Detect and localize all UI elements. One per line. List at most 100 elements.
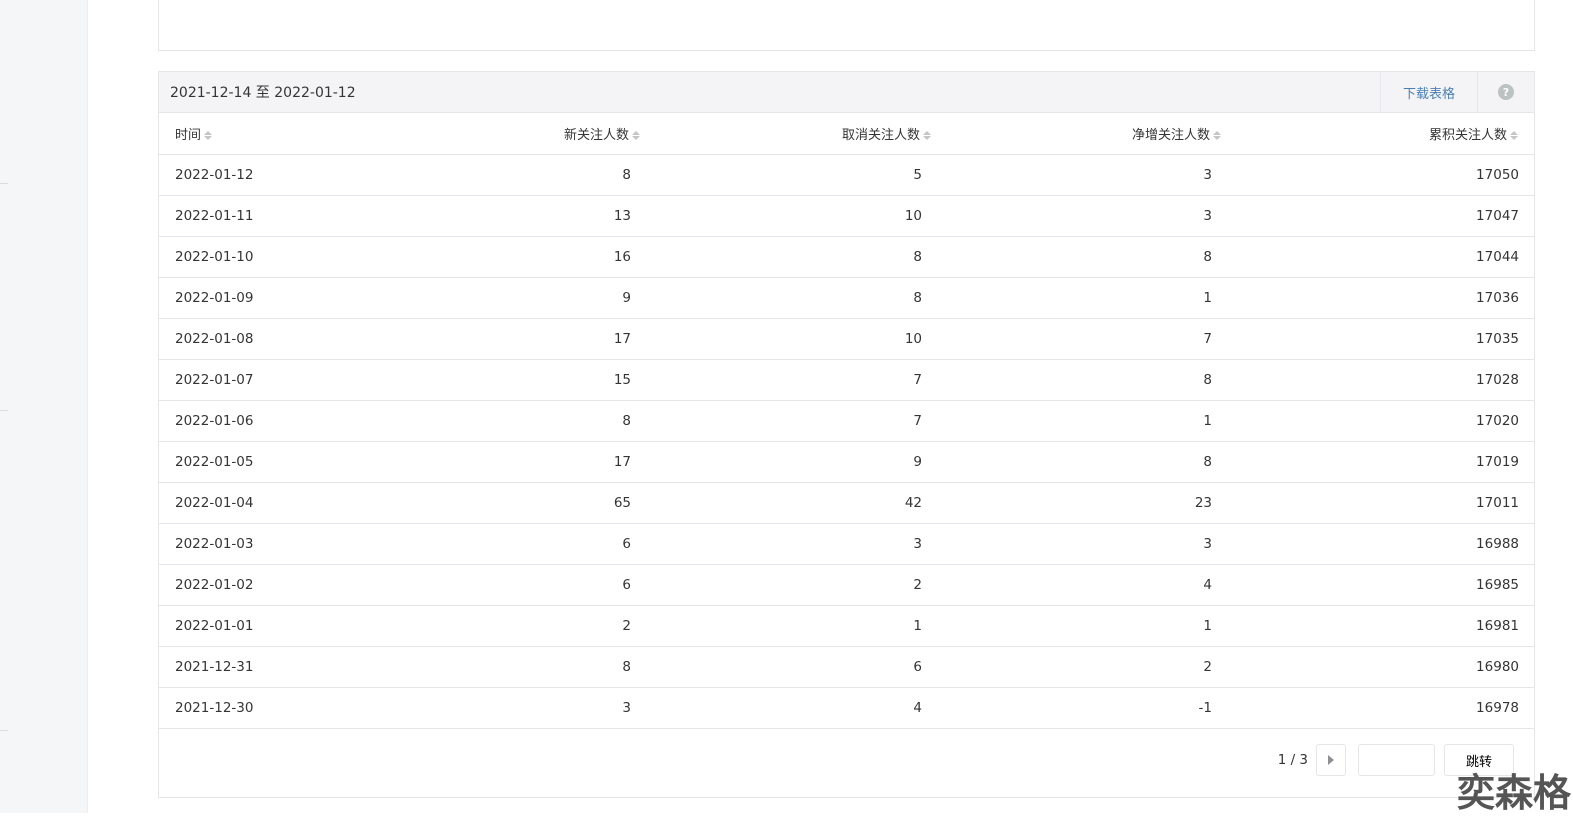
sort-icon[interactable]: [923, 130, 932, 141]
table-cell: 7: [938, 318, 1228, 360]
table-header-row: 时间 新关注人数 取消关注人数 净增关注人数 累积关注人数: [159, 113, 1534, 155]
table-row: 2022-01-02 6 2 4 16985: [159, 564, 1534, 606]
divider: [0, 410, 8, 411]
table-cell: 1: [938, 605, 1228, 647]
table-row: 2021-12-31 8 6 2 16980: [159, 646, 1534, 688]
table-cell: 13: [419, 195, 647, 237]
table-row: 2022-01-09 9 8 1 17036: [159, 277, 1534, 319]
column-header[interactable]: 累积关注人数: [1228, 113, 1534, 155]
table-panel-header: 2021-12-14 至 2022-01-12 下载表格 ?: [159, 72, 1534, 113]
table-cell: 2022-01-01: [159, 605, 419, 647]
table-cell: 2021-12-30: [159, 687, 419, 729]
table-cell: 3: [419, 687, 647, 729]
table-cell: 2022-01-06: [159, 400, 419, 442]
table-cell: 17050: [1228, 154, 1534, 196]
table-row: 2022-01-03 6 3 3 16988: [159, 523, 1534, 565]
pagination-bar: 1 / 3 跳转: [159, 725, 1534, 797]
table-cell: 8: [938, 441, 1228, 483]
table-cell: 16985: [1228, 564, 1534, 606]
table-cell: 2022-01-10: [159, 236, 419, 278]
table-row: 2022-01-01 2 1 1 16981: [159, 605, 1534, 647]
table-cell: 16: [419, 236, 647, 278]
table-cell: 2022-01-07: [159, 359, 419, 401]
table-cell: 2022-01-02: [159, 564, 419, 606]
table-row: 2022-01-08 17 10 7 17035: [159, 318, 1534, 360]
table-cell: 7: [647, 400, 938, 442]
table-cell: 42: [647, 482, 938, 524]
sort-icon[interactable]: [632, 130, 641, 141]
sort-icon[interactable]: [1213, 130, 1222, 141]
table-cell: 8: [938, 236, 1228, 278]
table-cell: 6: [419, 523, 647, 565]
table-row: 2022-01-12 8 5 3 17050: [159, 154, 1534, 196]
table-cell: 16978: [1228, 687, 1534, 729]
download-table-button[interactable]: 下载表格: [1380, 72, 1477, 112]
question-circle-icon: ?: [1498, 84, 1514, 100]
table-cell: 17019: [1228, 441, 1534, 483]
column-header[interactable]: 取消关注人数: [647, 113, 938, 155]
table-cell: 16988: [1228, 523, 1534, 565]
data-table-panel: 2021-12-14 至 2022-01-12 下载表格 ? 时间 新关注人数 取消…: [158, 71, 1535, 798]
table-cell: 3: [938, 523, 1228, 565]
table-cell: 3: [647, 523, 938, 565]
table-cell: 15: [419, 359, 647, 401]
table-cell: 2: [938, 646, 1228, 688]
table-cell: 17044: [1228, 236, 1534, 278]
table-row: 2022-01-06 8 7 1 17020: [159, 400, 1534, 442]
data-table: 时间 新关注人数 取消关注人数 净增关注人数 累积关注人数 2022-01-12 8 5 3 1…: [159, 113, 1534, 729]
table-cell: 8: [419, 154, 647, 196]
caret-right-icon: [1328, 755, 1334, 765]
chart-panel: [158, 0, 1535, 51]
table-cell: 17035: [1228, 318, 1534, 360]
table-cell: 16980: [1228, 646, 1534, 688]
sort-icon[interactable]: [1510, 130, 1519, 141]
table-cell: 8: [419, 400, 647, 442]
table-cell: 2022-01-08: [159, 318, 419, 360]
table-cell: 1: [938, 277, 1228, 319]
table-cell: 8: [938, 359, 1228, 401]
table-cell: 10: [647, 318, 938, 360]
table-cell: 17: [419, 441, 647, 483]
table-cell: 3: [938, 195, 1228, 237]
table-row: 2022-01-07 15 7 8 17028: [159, 359, 1534, 401]
divider: [0, 183, 8, 184]
column-header-label: 净增关注人数: [1131, 127, 1210, 143]
sort-icon[interactable]: [204, 130, 213, 141]
table-cell: 8: [647, 277, 938, 319]
table-cell: 16981: [1228, 605, 1534, 647]
jump-button[interactable]: 跳转: [1444, 744, 1514, 776]
table-cell: 2022-01-03: [159, 523, 419, 565]
table-cell: 17: [419, 318, 647, 360]
next-page-button[interactable]: [1316, 744, 1346, 776]
table-cell: 9: [647, 441, 938, 483]
help-button[interactable]: ?: [1477, 72, 1534, 112]
table-row: 2021-12-30 3 4 -1 16978: [159, 687, 1534, 729]
divider: [0, 730, 8, 731]
column-header[interactable]: 净增关注人数: [938, 113, 1228, 155]
table-cell: 1: [938, 400, 1228, 442]
table-cell: 4: [938, 564, 1228, 606]
table-cell: 1: [647, 605, 938, 647]
table-cell: 8: [647, 236, 938, 278]
table-cell: 2: [419, 605, 647, 647]
table-cell: 17036: [1228, 277, 1534, 319]
table-cell: -1: [938, 687, 1228, 729]
date-range: 2021-12-14 至 2022-01-12: [170, 85, 356, 101]
table-cell: 5: [647, 154, 938, 196]
table-cell: 17011: [1228, 482, 1534, 524]
column-header[interactable]: 新关注人数: [419, 113, 647, 155]
page-jump-input[interactable]: [1358, 744, 1435, 776]
column-header-label: 累积关注人数: [1428, 127, 1507, 143]
table-row: 2022-01-10 16 8 8 17044: [159, 236, 1534, 278]
table-cell: 2022-01-12: [159, 154, 419, 196]
table-cell: 7: [647, 359, 938, 401]
table-cell: 9: [419, 277, 647, 319]
table-cell: 2022-01-04: [159, 482, 419, 524]
watermark: 奕森格: [1456, 771, 1571, 815]
column-header-label: 新关注人数: [563, 127, 629, 143]
table-cell: 6: [419, 564, 647, 606]
page-indicator: 1 / 3: [1277, 752, 1308, 768]
column-header[interactable]: 时间: [159, 113, 419, 155]
table-cell: 17020: [1228, 400, 1534, 442]
table-cell: 2022-01-11: [159, 195, 419, 237]
